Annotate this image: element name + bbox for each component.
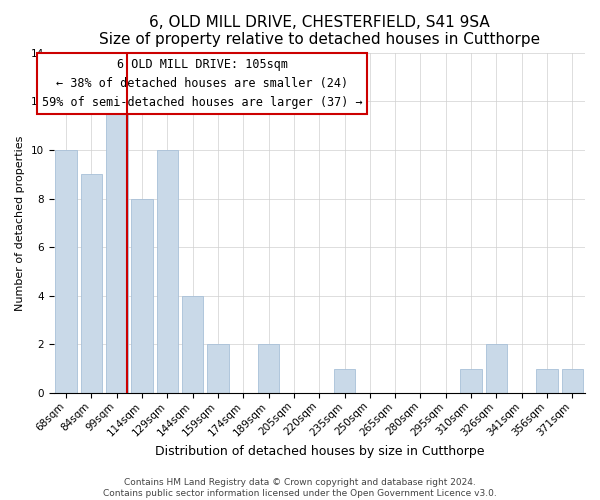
Bar (460, 368, 482, 393)
Bar (207, 344, 229, 393)
Bar (258, 344, 280, 393)
Text: Contains HM Land Registry data © Crown copyright and database right 2024.
Contai: Contains HM Land Registry data © Crown c… (103, 478, 497, 498)
Bar (157, 150, 178, 393)
Bar (106, 102, 128, 393)
Bar (536, 368, 558, 393)
Bar (485, 344, 507, 393)
Bar (182, 296, 203, 393)
Y-axis label: Number of detached properties: Number of detached properties (15, 135, 25, 310)
Bar (131, 198, 153, 393)
Bar (55, 150, 77, 393)
Text: 6 OLD MILL DRIVE: 105sqm
← 38% of detached houses are smaller (24)
59% of semi-d: 6 OLD MILL DRIVE: 105sqm ← 38% of detach… (42, 58, 362, 109)
X-axis label: Distribution of detached houses by size in Cutthorpe: Distribution of detached houses by size … (155, 444, 484, 458)
Title: 6, OLD MILL DRIVE, CHESTERFIELD, S41 9SA
Size of property relative to detached h: 6, OLD MILL DRIVE, CHESTERFIELD, S41 9SA… (99, 15, 540, 48)
Bar (562, 368, 583, 393)
Bar (81, 174, 102, 393)
Bar (334, 368, 355, 393)
